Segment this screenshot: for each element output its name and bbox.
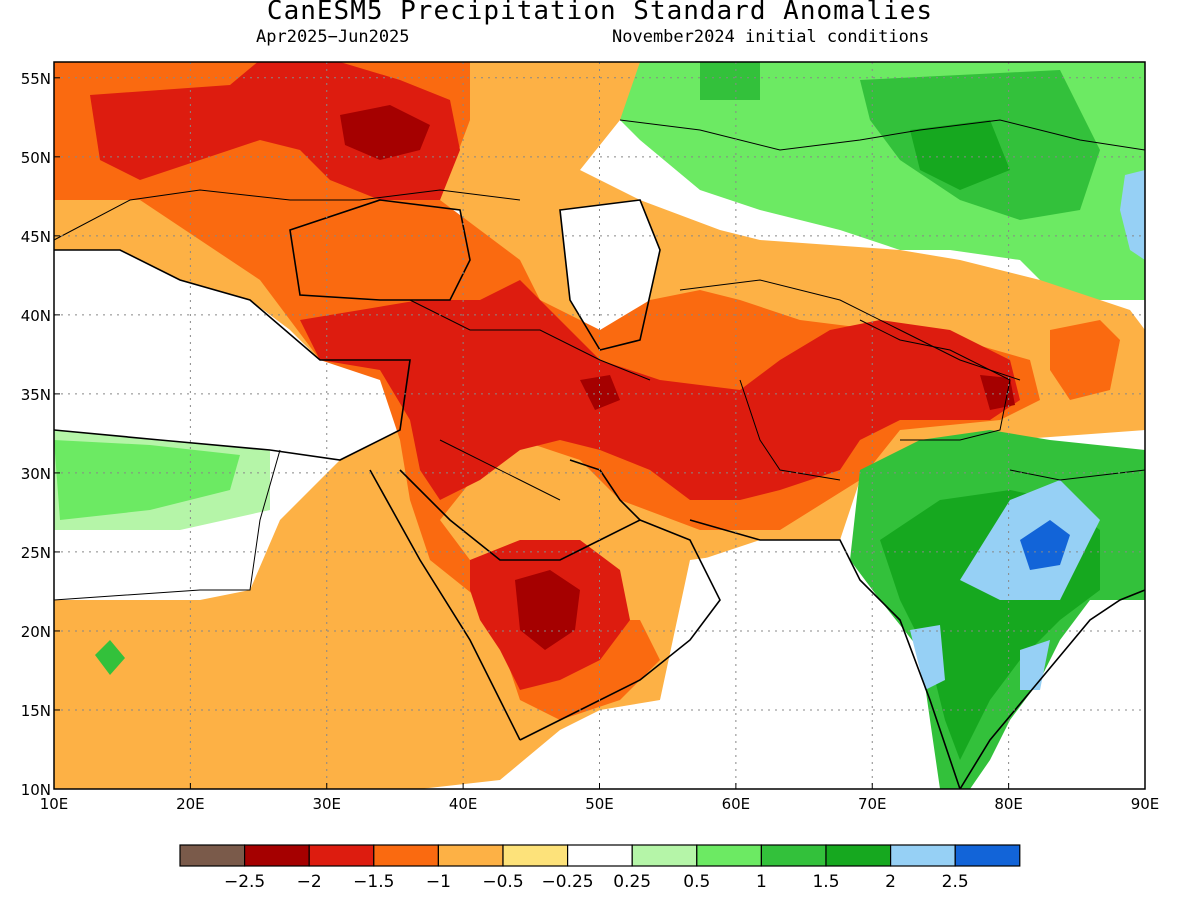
colorbar-swatch [889, 844, 956, 867]
colorbar-label: −1.5 [353, 872, 394, 892]
colorbar-swatch [179, 844, 246, 867]
y-tick-label: 20N [21, 623, 51, 641]
colorbar-swatch [502, 844, 569, 867]
colorbar-label: −2.5 [224, 872, 265, 892]
white-arabian-sea [540, 540, 920, 789]
colorbar-label: 2.5 [942, 872, 969, 892]
y-tick-label: 45N [21, 228, 51, 246]
red-europe [90, 62, 460, 200]
x-tick-label: 90E [1131, 795, 1160, 813]
colorbar-swatch [244, 844, 310, 867]
chart-title: CanESM5 Precipitation Standard Anomalies [266, 0, 934, 26]
colorbar-label: −0.5 [482, 872, 523, 892]
x-tick-label: 60E [722, 795, 751, 813]
red-middle-east [300, 280, 1020, 500]
y-tick-label: 35N [21, 386, 51, 404]
colorbar-swatch [566, 844, 633, 867]
y-axis-ticks: 10N 15N 20N 25N 30N 35N 40N 45N 50N 55N [21, 70, 60, 799]
x-tick-label: 40E [449, 795, 478, 813]
green-northeast-core [700, 62, 1100, 220]
colorbar-label: 1 [756, 872, 767, 892]
colorbar-swatch [631, 844, 698, 867]
blue-northeast [1120, 170, 1145, 260]
colorbar-swatch [696, 844, 762, 867]
colorbar: −2.5 −2 −1.5 −1 −0.5 −0.25 0.25 0.5 1 1.5 2 2.5 [179, 844, 1021, 892]
y-tick-label: 25N [21, 544, 51, 562]
green-northeast-peak [910, 120, 1010, 190]
colorbar-swatch [308, 844, 375, 867]
colorbar-label: 0.5 [683, 872, 710, 892]
colorbar-label: 2 [885, 872, 896, 892]
coastlines [54, 119, 1145, 789]
x-tick-label: 80E [994, 795, 1023, 813]
anomaly-fields [54, 62, 1145, 789]
colorbar-label: 0.25 [613, 872, 651, 892]
y-tick-label: 50N [21, 149, 51, 167]
white-mediterranean [54, 300, 400, 460]
colorbar-swatch [954, 844, 1021, 867]
x-tick-label: 20E [176, 795, 205, 813]
colorbar-label: −1 [426, 872, 451, 892]
colorbar-label: 1.5 [812, 872, 839, 892]
y-tick-label: 40N [21, 307, 51, 325]
green-africa-core [54, 440, 240, 520]
colorbar-label: −0.25 [542, 872, 594, 892]
colorbar-swatch [825, 844, 892, 867]
y-tick-label: 55N [21, 70, 51, 88]
x-axis-ticks: 10E 20E 30E 40E 50E 60E 70E 80E 90E [40, 783, 1160, 813]
initial-conditions: November2024 initial conditions [612, 27, 930, 47]
colorbar-swatch [373, 844, 439, 867]
x-tick-label: 50E [585, 795, 614, 813]
darkblue-india [1020, 520, 1070, 570]
orange-china [1050, 320, 1120, 400]
x-tick-label: 70E [858, 795, 887, 813]
colorbar-swatch [437, 844, 504, 867]
colorbar-swatch [760, 844, 827, 867]
y-tick-label: 30N [21, 465, 51, 483]
colorbar-label: −2 [297, 872, 322, 892]
green-africa-spot [95, 640, 125, 675]
y-tick-label: 10N [21, 781, 51, 799]
forecast-period: Apr2025−Jun2025 [256, 27, 410, 47]
x-tick-label: 30E [312, 795, 341, 813]
x-tick-label: 10E [40, 795, 69, 813]
y-tick-label: 15N [21, 702, 51, 720]
